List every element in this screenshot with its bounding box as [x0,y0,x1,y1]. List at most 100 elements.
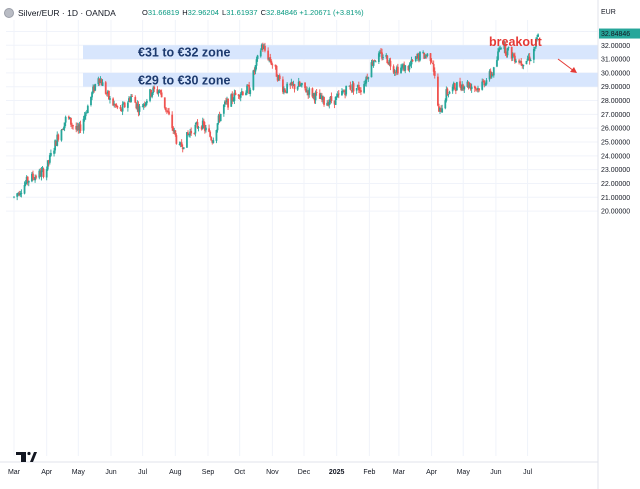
candle-body [196,122,199,128]
candle-body [13,196,15,198]
ohlc-low-value: 31.61937 [226,8,258,17]
candle-body [232,100,235,102]
candle-body [423,52,426,59]
candle-body [164,107,167,111]
candle-body [90,96,92,106]
candle-body [370,62,373,78]
candle-body [388,60,391,64]
candle-body [143,104,146,106]
candle-body [482,80,485,82]
support-resistance-zones: €31 to €32 zone €29 to €30 zone [83,45,598,87]
candle-body [112,98,115,106]
candle-body [386,55,389,64]
candle-body [513,55,516,62]
candle-body [187,132,189,135]
candle-body [350,89,353,91]
candle-body [507,47,510,49]
candle-body [470,86,473,90]
candle-body [400,67,402,73]
candle-body [430,60,433,63]
candle-body [270,60,273,65]
candle-body [253,70,256,72]
candle-body [182,147,185,149]
candle-body [50,153,52,156]
x-tick-label: Jul [138,469,147,476]
candle-body [473,86,476,89]
candle-body [120,108,123,112]
candle-body [77,126,80,131]
y-tick-label: 30.00000 [601,70,630,77]
candle-body [70,117,72,125]
candle-body [299,85,302,87]
x-tick-label: Feb [363,469,375,476]
candle-body [326,102,329,106]
candle-body [424,55,427,59]
candle-body [209,131,212,137]
candle-body [476,89,478,90]
candle-body [466,81,469,87]
candle-body [101,82,104,86]
candle-body [23,185,26,194]
candle-body [171,114,174,129]
candle-body [255,59,258,66]
candle-body [432,64,435,72]
candle-body [234,92,237,95]
candle-body [519,61,522,63]
candle-body [172,127,175,131]
candle-body [489,70,492,77]
candle-body [130,96,132,102]
candle-body [408,64,411,70]
candle-body [488,71,491,80]
candle-body [452,83,455,87]
candle-body [416,53,419,59]
candle-body [379,52,381,54]
candle-body [152,87,155,93]
candle-body [381,52,383,59]
candle-body [267,50,270,60]
y-tick-label: 25.00000 [601,140,630,147]
candle-body [271,64,274,66]
annotations: breakout [489,35,577,73]
candle-body [55,140,58,146]
zone-label: €31 to €32 zone [138,46,230,60]
candle-body [525,60,528,65]
candle-body [314,92,317,101]
ohlc-change-value: +1.20671 (+3.81%) [299,8,364,17]
candle-body [365,77,368,84]
currency-label[interactable]: EUR [601,9,616,16]
candle-body [438,106,440,112]
candle-body [304,82,306,89]
candle-body [396,66,399,74]
candle-body [274,64,277,67]
candle-body [46,160,49,170]
candle-body [64,116,67,123]
candle-body [318,93,321,99]
candle-body [285,91,287,93]
candle-body [500,48,503,50]
candle-body [528,56,531,61]
candle-body [281,79,284,92]
candle-body [492,67,495,76]
candle-body [298,81,301,87]
y-tick-label: 21.00000 [601,195,630,202]
candle-body [264,45,266,51]
candle-body [504,43,507,54]
candle-body [63,122,66,129]
y-tick-label: 24.00000 [601,153,630,160]
ohlc-readout: O31.66819 H32.96204 L31.61937 C32.84846 … [141,8,364,17]
candle-body [97,78,100,85]
candle-body [401,66,403,68]
candle-body [84,113,87,117]
candle-body [85,112,88,114]
candle-body [330,96,333,102]
symbol-title[interactable]: Silver/EUR · 1D · OANDA [18,8,116,18]
candle-body [138,106,141,112]
candle-body [166,110,168,112]
candle-body [307,90,310,96]
candle-body [374,61,377,63]
candles[interactable] [13,33,539,201]
candle-body [367,77,370,79]
candle-body [520,61,523,65]
candle-body [382,57,384,58]
